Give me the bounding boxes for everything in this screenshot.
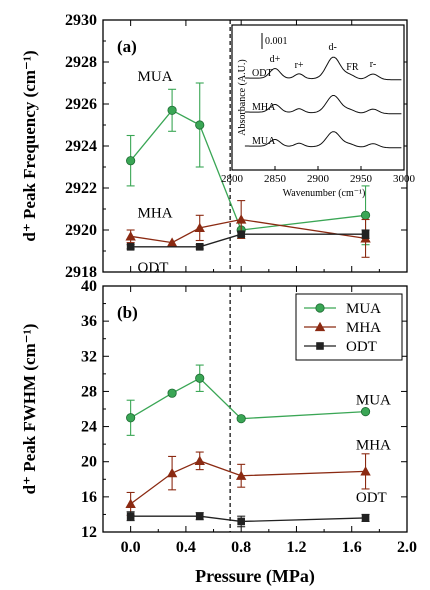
y-tick-label-a-1: 2920: [65, 222, 97, 239]
inset-peak-label-4: r-: [370, 59, 376, 70]
panel-label-b: (b): [117, 303, 138, 322]
y-axis-label-b: d⁺ Peak FWHM (cm⁻¹): [20, 324, 39, 495]
x-tick-label-b-3: 1.2: [286, 539, 306, 556]
y-tick-label-a-3: 2924: [65, 138, 97, 155]
legend-label-mha: MHA: [346, 320, 381, 336]
inset-x-tick-label-1: 2850: [264, 173, 287, 185]
marker-mua-b-0: [126, 413, 136, 423]
annotation-mha-a: MHA: [138, 205, 173, 221]
panel-a: 2918 2920 2922 2924 2926 2928 2930 d⁺ Peak Freq…: [20, 12, 416, 281]
marker-odt-b-3: [237, 517, 245, 526]
y-tick-label-b-2: 20: [81, 454, 97, 471]
inset-scale-label: 0.001: [265, 36, 288, 47]
x-axis-label: Pressure (MPa): [195, 566, 315, 587]
panel-label-a: (a): [117, 37, 137, 56]
inset-x-tick-label-0: 2800: [221, 173, 244, 185]
y-tick-label-b-1: 16: [81, 489, 97, 506]
annotation-odt-b: ODT: [356, 490, 387, 506]
marker-mha-legend-1: [314, 321, 326, 332]
y-tick-label-b-6: 36: [81, 313, 97, 330]
marker-mua-b-2: [195, 373, 205, 383]
marker-mha-b-3: [235, 470, 247, 480]
marker-mua-b-1: [167, 388, 177, 398]
inset-peak-label-0: d+: [270, 54, 281, 65]
inset-trace-label-odt: ODT: [252, 68, 273, 79]
legend-label-mua: MUA: [346, 301, 381, 317]
y-tick-label-b-3: 24: [81, 419, 97, 436]
x-tick-label-b-0: 0.0: [121, 539, 141, 556]
y-tick-label-a-4: 2926: [65, 96, 97, 113]
marker-odt-b-0: [126, 512, 135, 520]
marker-mha-a-0: [125, 231, 136, 241]
inset-peak-label-3: FR: [346, 62, 359, 73]
annotation-mua-a: MUA: [138, 69, 173, 85]
marker-odt-a-4: [361, 230, 370, 238]
y-tick-label-b-5: 32: [81, 348, 97, 365]
marker-odt-a-0: [126, 243, 135, 251]
marker-mua-b-4: [360, 407, 371, 417]
inset-x-tick-label-4: 3000: [393, 173, 416, 185]
series-line-mua-b: [130, 377, 366, 420]
inset-frame: [231, 24, 405, 171]
inset-trace-odt: [244, 56, 402, 81]
marker-mua-legend-0: [315, 303, 325, 313]
series-line-odt-b: [130, 515, 366, 523]
marker-mua-a-1: [167, 105, 177, 115]
marker-mha-a-2: [194, 222, 205, 233]
marker-mua-a-0: [126, 156, 136, 166]
marker-odt-legend-2: [316, 342, 324, 350]
inset-x-axis-label: Wavenumber (cm⁻¹): [283, 188, 366, 199]
inset-peak-label-2: d-: [328, 42, 336, 53]
x-tick-label-b-4: 1.6: [342, 539, 362, 556]
annotation-mua-b: MUA: [356, 393, 391, 409]
y-tick-label-a-5: 2928: [65, 54, 97, 71]
y-tick-label-b-0: 12: [81, 524, 97, 541]
marker-odt-a-2: [195, 243, 204, 251]
inset-y-axis-label: Absorbance (A.U.): [237, 59, 248, 135]
annotation-odt-a: ODT: [138, 260, 169, 276]
inset-trace-label-mua: MUA: [252, 136, 276, 147]
inset-x-tick-label-2: 2900: [307, 173, 330, 185]
legend: MUA MHA ODT: [295, 293, 403, 361]
panel-b: 12 16 20 24 28 32 36 40 0.0 0.4 0.8 1.2 1.6 2.0 d⁺ Pea…: [20, 278, 417, 587]
y-tick-label-b-7: 40: [81, 278, 97, 295]
y-tick-label-a-2: 2922: [65, 180, 97, 197]
marker-mha-b-0: [125, 498, 136, 509]
marker-mua-a-4: [360, 210, 371, 220]
marker-mha-b-1: [166, 467, 178, 478]
inset-trace-mha: [244, 95, 402, 115]
inset: 2800 2850 2900 2950 3000 Wavenumber (cm⁻¹) Abs…: [221, 24, 416, 199]
marker-mha-a-3: [235, 214, 247, 224]
marker-odt-b-4: [361, 514, 370, 522]
marker-mua-b-3: [236, 414, 246, 424]
marker-odt-a-3: [237, 230, 245, 238]
inset-x-tick-label-3: 2950: [350, 173, 373, 185]
y-tick-label-b-4: 28: [81, 383, 97, 400]
inset-peak-label-1: r+: [295, 60, 304, 71]
series-line-mha-b: [130, 460, 366, 505]
series-line-mha-a: [130, 218, 366, 244]
marker-odt-b-2: [195, 512, 204, 520]
x-tick-label-b-5: 2.0: [397, 539, 417, 556]
marker-mha-b-4: [360, 466, 371, 476]
marker-mha-a-1: [166, 237, 178, 247]
legend-label-odt: ODT: [346, 339, 377, 355]
inset-trace-mua: [244, 131, 402, 149]
x-tick-label-b-1: 0.4: [176, 539, 196, 556]
inset-trace-label-mha: MHA: [252, 102, 276, 113]
marker-mha-b-2: [194, 455, 205, 465]
x-tick-label-b-2: 0.8: [231, 539, 251, 556]
marker-mua-a-2: [195, 120, 205, 130]
annotation-mha-b: MHA: [356, 437, 391, 453]
y-tick-label-a-6: 2930: [65, 12, 97, 29]
y-axis-label-a: d⁺ Peak Frequency (cm⁻¹): [20, 50, 39, 241]
y-tick-label-a-0: 2918: [65, 264, 97, 281]
series-line-odt-a: [130, 233, 366, 248]
